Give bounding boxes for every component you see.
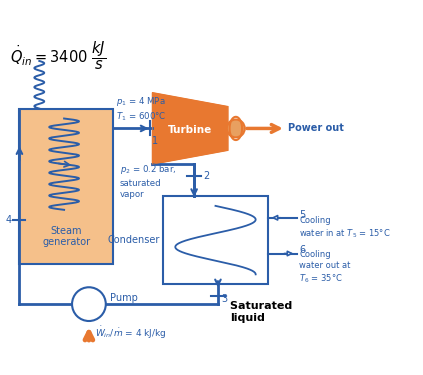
Polygon shape: [152, 93, 228, 164]
Circle shape: [72, 287, 106, 321]
Text: 5: 5: [299, 210, 305, 220]
Text: 1: 1: [152, 136, 159, 146]
Text: Power out: Power out: [288, 123, 343, 134]
Text: Pump: Pump: [110, 293, 137, 303]
Text: Cooling
water out at
$T_6$ = 35°C: Cooling water out at $T_6$ = 35°C: [299, 249, 351, 285]
Text: 4: 4: [5, 215, 11, 225]
Text: 2: 2: [203, 171, 209, 181]
Text: Steam
generator: Steam generator: [42, 226, 90, 248]
Bar: [19, 109, 113, 264]
Text: 6: 6: [299, 246, 305, 255]
Text: $p_2$ = 0.2 bar,
saturated
vapor: $p_2$ = 0.2 bar, saturated vapor: [120, 164, 176, 199]
Text: 3: 3: [221, 294, 227, 304]
Bar: [163, 196, 268, 284]
Text: Saturated 
liquid: Saturated liquid: [230, 301, 296, 323]
Text: Condenser: Condenser: [107, 235, 159, 245]
Text: $\dot{W}_{in}/\dot{m}$ = 4 kJ/kg: $\dot{W}_{in}/\dot{m}$ = 4 kJ/kg: [95, 326, 167, 341]
Text: $\dot{Q}_{in} = 3400\ \dfrac{kJ}{s}$: $\dot{Q}_{in} = 3400\ \dfrac{kJ}{s}$: [9, 39, 106, 72]
Text: Turbine: Turbine: [168, 125, 212, 135]
Text: $p_1$ = 4 MPa
$T_1$ = 600°C: $p_1$ = 4 MPa $T_1$ = 600°C: [116, 95, 166, 123]
Text: Cooling
water in at $T_5$ = 15°C: Cooling water in at $T_5$ = 15°C: [299, 216, 391, 240]
Circle shape: [227, 120, 245, 137]
